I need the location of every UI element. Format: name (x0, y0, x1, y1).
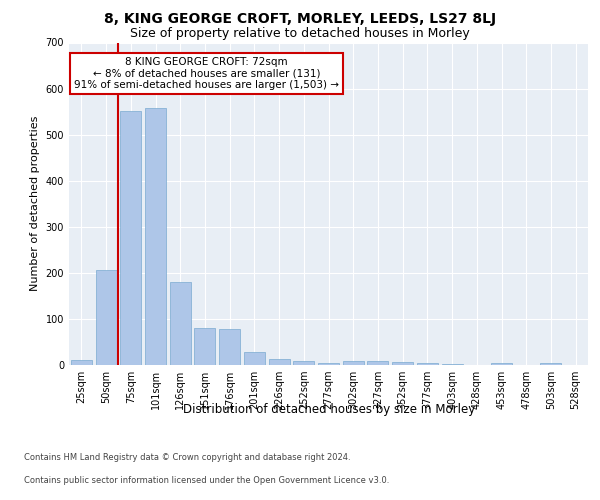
Y-axis label: Number of detached properties: Number of detached properties (30, 116, 40, 292)
Bar (392, 362, 413, 365)
Bar (194, 328, 215, 365)
Bar (367, 362, 388, 365)
Bar (219, 329, 240, 365)
Text: Distribution of detached houses by size in Morley: Distribution of detached houses by size … (182, 402, 475, 415)
Bar (417, 362, 438, 365)
Text: Contains public sector information licensed under the Open Government Licence v3: Contains public sector information licen… (24, 476, 389, 485)
Bar (541, 363, 562, 365)
Text: 8 KING GEORGE CROFT: 72sqm
← 8% of detached houses are smaller (131)
91% of semi: 8 KING GEORGE CROFT: 72sqm ← 8% of detac… (74, 57, 339, 90)
Bar (71, 360, 92, 365)
Bar (145, 108, 166, 365)
Text: 8, KING GEORGE CROFT, MORLEY, LEEDS, LS27 8LJ: 8, KING GEORGE CROFT, MORLEY, LEEDS, LS2… (104, 12, 496, 26)
Bar (318, 363, 339, 365)
Text: Contains HM Land Registry data © Crown copyright and database right 2024.: Contains HM Land Registry data © Crown c… (24, 454, 350, 462)
Bar (170, 282, 191, 365)
Bar (269, 360, 290, 365)
Bar (442, 364, 463, 365)
Bar (95, 270, 116, 365)
Bar (491, 362, 512, 365)
Text: Size of property relative to detached houses in Morley: Size of property relative to detached ho… (130, 28, 470, 40)
Bar (244, 352, 265, 365)
Bar (343, 362, 364, 365)
Bar (120, 110, 141, 365)
Bar (293, 362, 314, 365)
